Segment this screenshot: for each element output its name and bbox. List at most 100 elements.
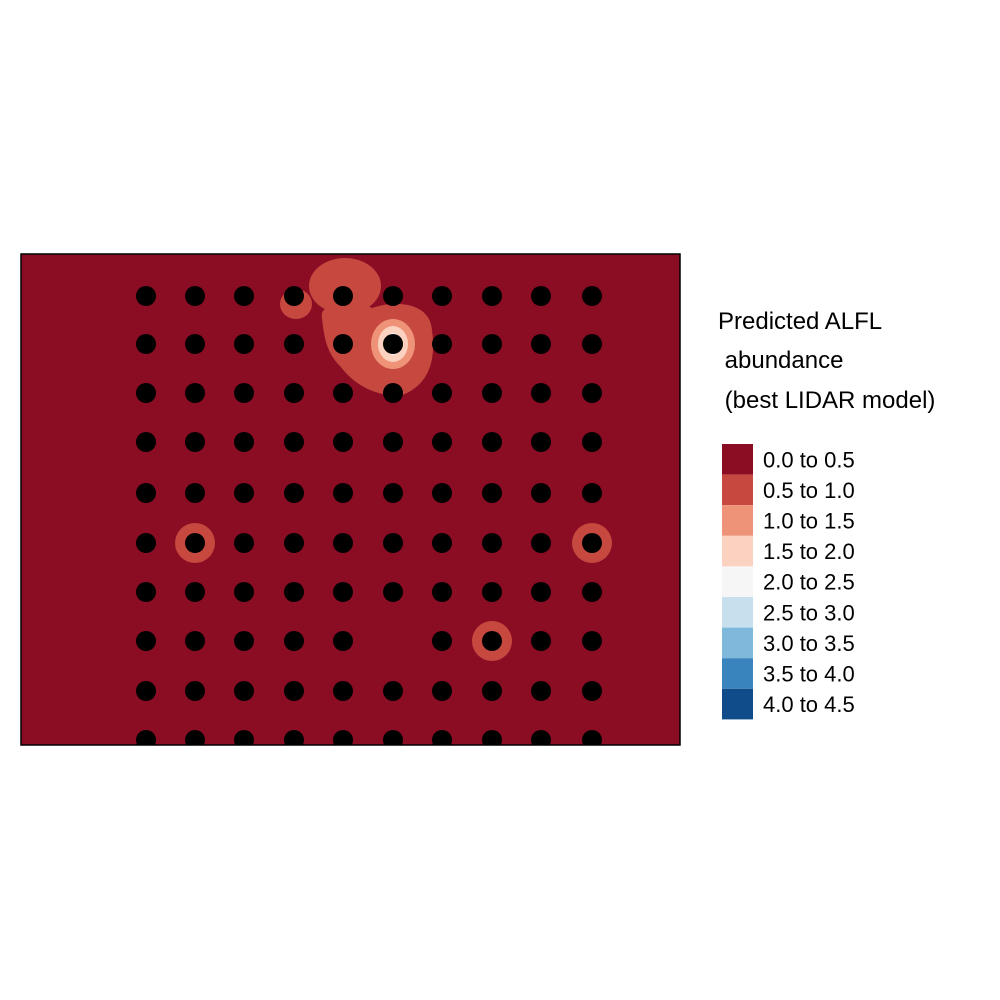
survey-point (136, 286, 156, 306)
survey-point (284, 432, 304, 452)
survey-point (333, 533, 353, 553)
legend-swatch (722, 535, 753, 567)
legend-label: 2.5 to 3.0 (763, 600, 855, 625)
legend-label: 3.0 to 3.5 (763, 631, 855, 656)
survey-point (185, 631, 205, 651)
survey-point (432, 533, 452, 553)
survey-point (531, 631, 551, 651)
hotspot-layer (175, 258, 612, 661)
survey-point (582, 383, 602, 403)
survey-point (234, 383, 254, 403)
survey-point (383, 582, 403, 602)
survey-point (482, 730, 502, 745)
survey-point (432, 681, 452, 701)
survey-point (185, 383, 205, 403)
survey-point (185, 483, 205, 503)
survey-point (582, 582, 602, 602)
survey-point (284, 286, 304, 306)
survey-point (383, 432, 403, 452)
survey-point (185, 334, 205, 354)
survey-point (284, 383, 304, 403)
survey-point (432, 334, 452, 354)
survey-point (482, 533, 502, 553)
survey-point (185, 582, 205, 602)
survey-points-layer (136, 286, 602, 745)
map-border (20, 253, 681, 746)
survey-point (482, 432, 502, 452)
survey-point (333, 286, 353, 306)
survey-point (136, 681, 156, 701)
survey-point (185, 286, 205, 306)
survey-point (333, 582, 353, 602)
survey-point (136, 334, 156, 354)
legend-swatch (722, 444, 753, 475)
survey-point (582, 681, 602, 701)
legend-label: 4.0 to 4.5 (763, 692, 855, 717)
survey-point (582, 631, 602, 651)
survey-point (482, 582, 502, 602)
survey-point (432, 483, 452, 503)
survey-point (432, 383, 452, 403)
survey-point (482, 631, 502, 651)
survey-point (531, 334, 551, 354)
survey-point (432, 730, 452, 745)
survey-point (482, 383, 502, 403)
survey-point (531, 432, 551, 452)
hotspot-ring (309, 258, 381, 314)
survey-point (383, 286, 403, 306)
legend-label: 1.0 to 1.5 (763, 509, 855, 534)
survey-point (234, 582, 254, 602)
legend-swatch (722, 688, 753, 720)
survey-point (383, 681, 403, 701)
survey-point (482, 681, 502, 701)
survey-point (482, 483, 502, 503)
survey-point (432, 286, 452, 306)
legend-label: 0.0 to 0.5 (763, 447, 855, 472)
survey-point (185, 730, 205, 745)
survey-point (531, 533, 551, 553)
survey-point (185, 533, 205, 553)
survey-point (136, 383, 156, 403)
survey-point (284, 334, 304, 354)
survey-point (383, 383, 403, 403)
survey-point (136, 730, 156, 745)
survey-point (284, 681, 304, 701)
survey-point (582, 483, 602, 503)
survey-point (185, 432, 205, 452)
survey-point (234, 730, 254, 745)
legend: Predicted ALFL abundance (best LIDAR mod… (718, 308, 935, 720)
survey-point (333, 334, 353, 354)
hotspot (309, 258, 381, 314)
survey-point (234, 631, 254, 651)
survey-point (582, 432, 602, 452)
survey-point (284, 730, 304, 745)
survey-point (136, 631, 156, 651)
survey-point (333, 730, 353, 745)
survey-point (185, 681, 205, 701)
legend-label: 2.0 to 2.5 (763, 570, 855, 595)
survey-point (432, 631, 452, 651)
survey-point (284, 533, 304, 553)
survey-point (333, 483, 353, 503)
survey-point (432, 432, 452, 452)
survey-point (482, 286, 502, 306)
survey-point (284, 483, 304, 503)
survey-point (582, 286, 602, 306)
survey-point (531, 730, 551, 745)
survey-point (432, 582, 452, 602)
survey-point (136, 432, 156, 452)
survey-point (234, 483, 254, 503)
legend-title-line-1: Predicted ALFL (718, 308, 882, 335)
survey-point (234, 286, 254, 306)
survey-point (234, 432, 254, 452)
legend-swatch (722, 658, 753, 689)
legend-label: 3.5 to 4.0 (763, 662, 855, 687)
survey-point (234, 533, 254, 553)
legend-swatch (722, 474, 753, 506)
survey-point (531, 383, 551, 403)
survey-point (333, 383, 353, 403)
legend-keys: 0.0 to 0.5 0.5 to 1.0 1.0 to 1.5 1.5 to 2.0… (722, 444, 855, 720)
survey-point (333, 432, 353, 452)
survey-point (136, 483, 156, 503)
